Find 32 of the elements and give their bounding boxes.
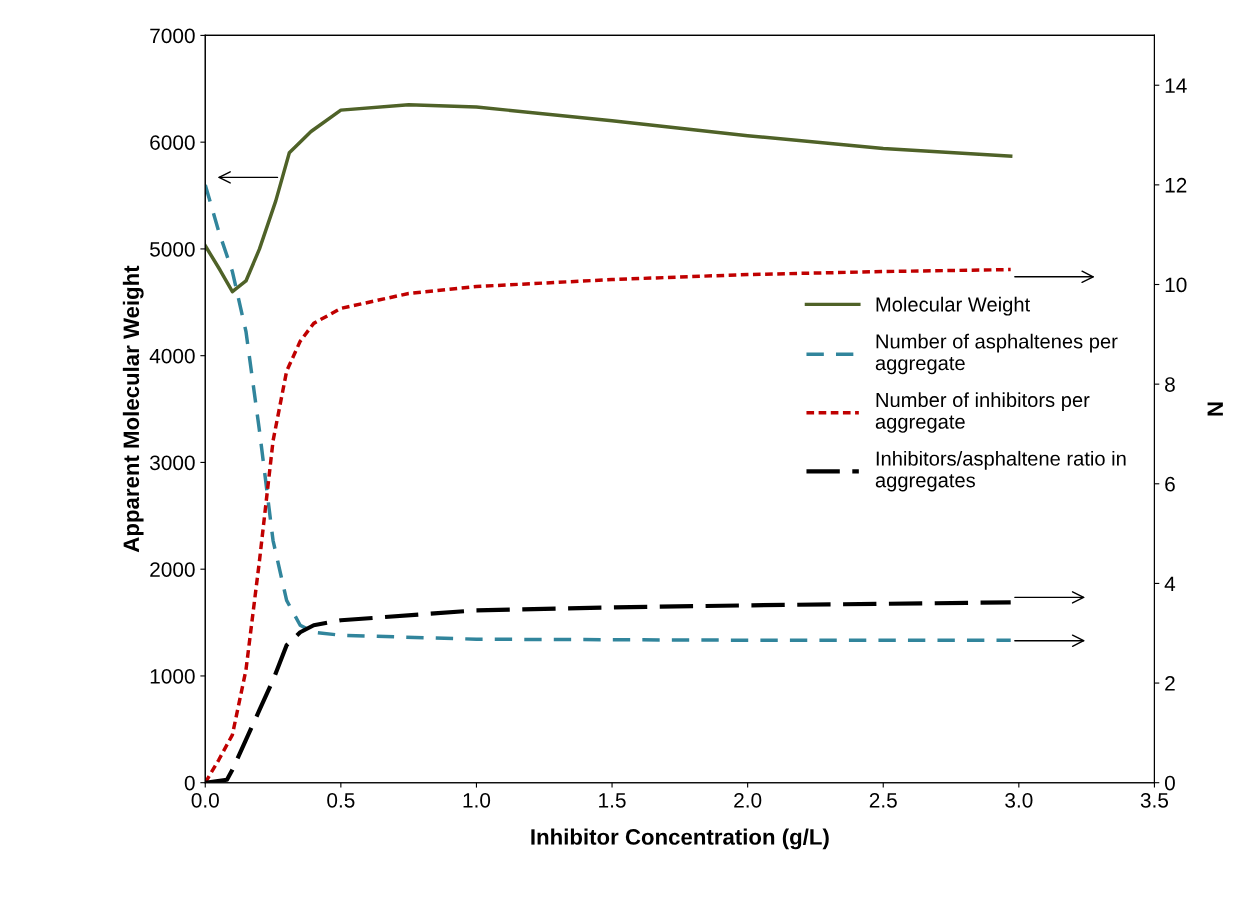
y2-tick-label: 10 xyxy=(1165,277,1187,293)
y-axis-title: Apparent Molecular Weight xyxy=(122,265,144,553)
y-tick-label: 6000 xyxy=(150,135,195,150)
y2-tick-label: 2 xyxy=(1165,676,1175,691)
x-tick-label: 0.5 xyxy=(327,792,355,808)
legend-label: Inhibitors/asphaltene ratio in aggregates xyxy=(875,450,1126,492)
legend-label: Number of inhibitors per aggregate xyxy=(875,392,1090,433)
y2-tick-label: 8 xyxy=(1165,377,1175,392)
legend-label: Number of asphaltenes per aggregate xyxy=(875,333,1118,375)
y2-tick-label: 14 xyxy=(1165,78,1187,93)
x-tick-label: 1.0 xyxy=(463,792,491,808)
x-tick-label: 0.0 xyxy=(191,792,219,808)
x-tick-label: 1.5 xyxy=(599,793,626,808)
y-tick-label: 2000 xyxy=(150,562,195,577)
x-tick-label: 3.5 xyxy=(1140,792,1169,808)
y-tick-label: 3000 xyxy=(149,455,195,471)
x-axis-title: Inhibitor Concentration (g/L) xyxy=(531,828,829,850)
x-tick-label: 2.0 xyxy=(734,792,762,808)
y-tick-label: 1000 xyxy=(150,668,195,684)
y2-tick-label: 6 xyxy=(1165,476,1175,492)
x-tick-label: 2.5 xyxy=(869,792,897,808)
y2-tick-label: 0 xyxy=(1164,775,1175,791)
legend-label: Molecular Weight xyxy=(876,296,1031,316)
y-tick-label: 5000 xyxy=(150,241,195,257)
y2-axis-title: N xyxy=(1207,402,1223,416)
y-tick-label: 0 xyxy=(184,775,195,791)
line-series xyxy=(205,103,1013,294)
y2-tick-label: 12 xyxy=(1165,177,1187,193)
y-tick-label: 7000 xyxy=(150,28,195,44)
y-tick-label: 4000 xyxy=(149,348,195,364)
y2-tick-label: 4 xyxy=(1164,576,1176,591)
x-tick-label: 3.0 xyxy=(1005,792,1033,808)
